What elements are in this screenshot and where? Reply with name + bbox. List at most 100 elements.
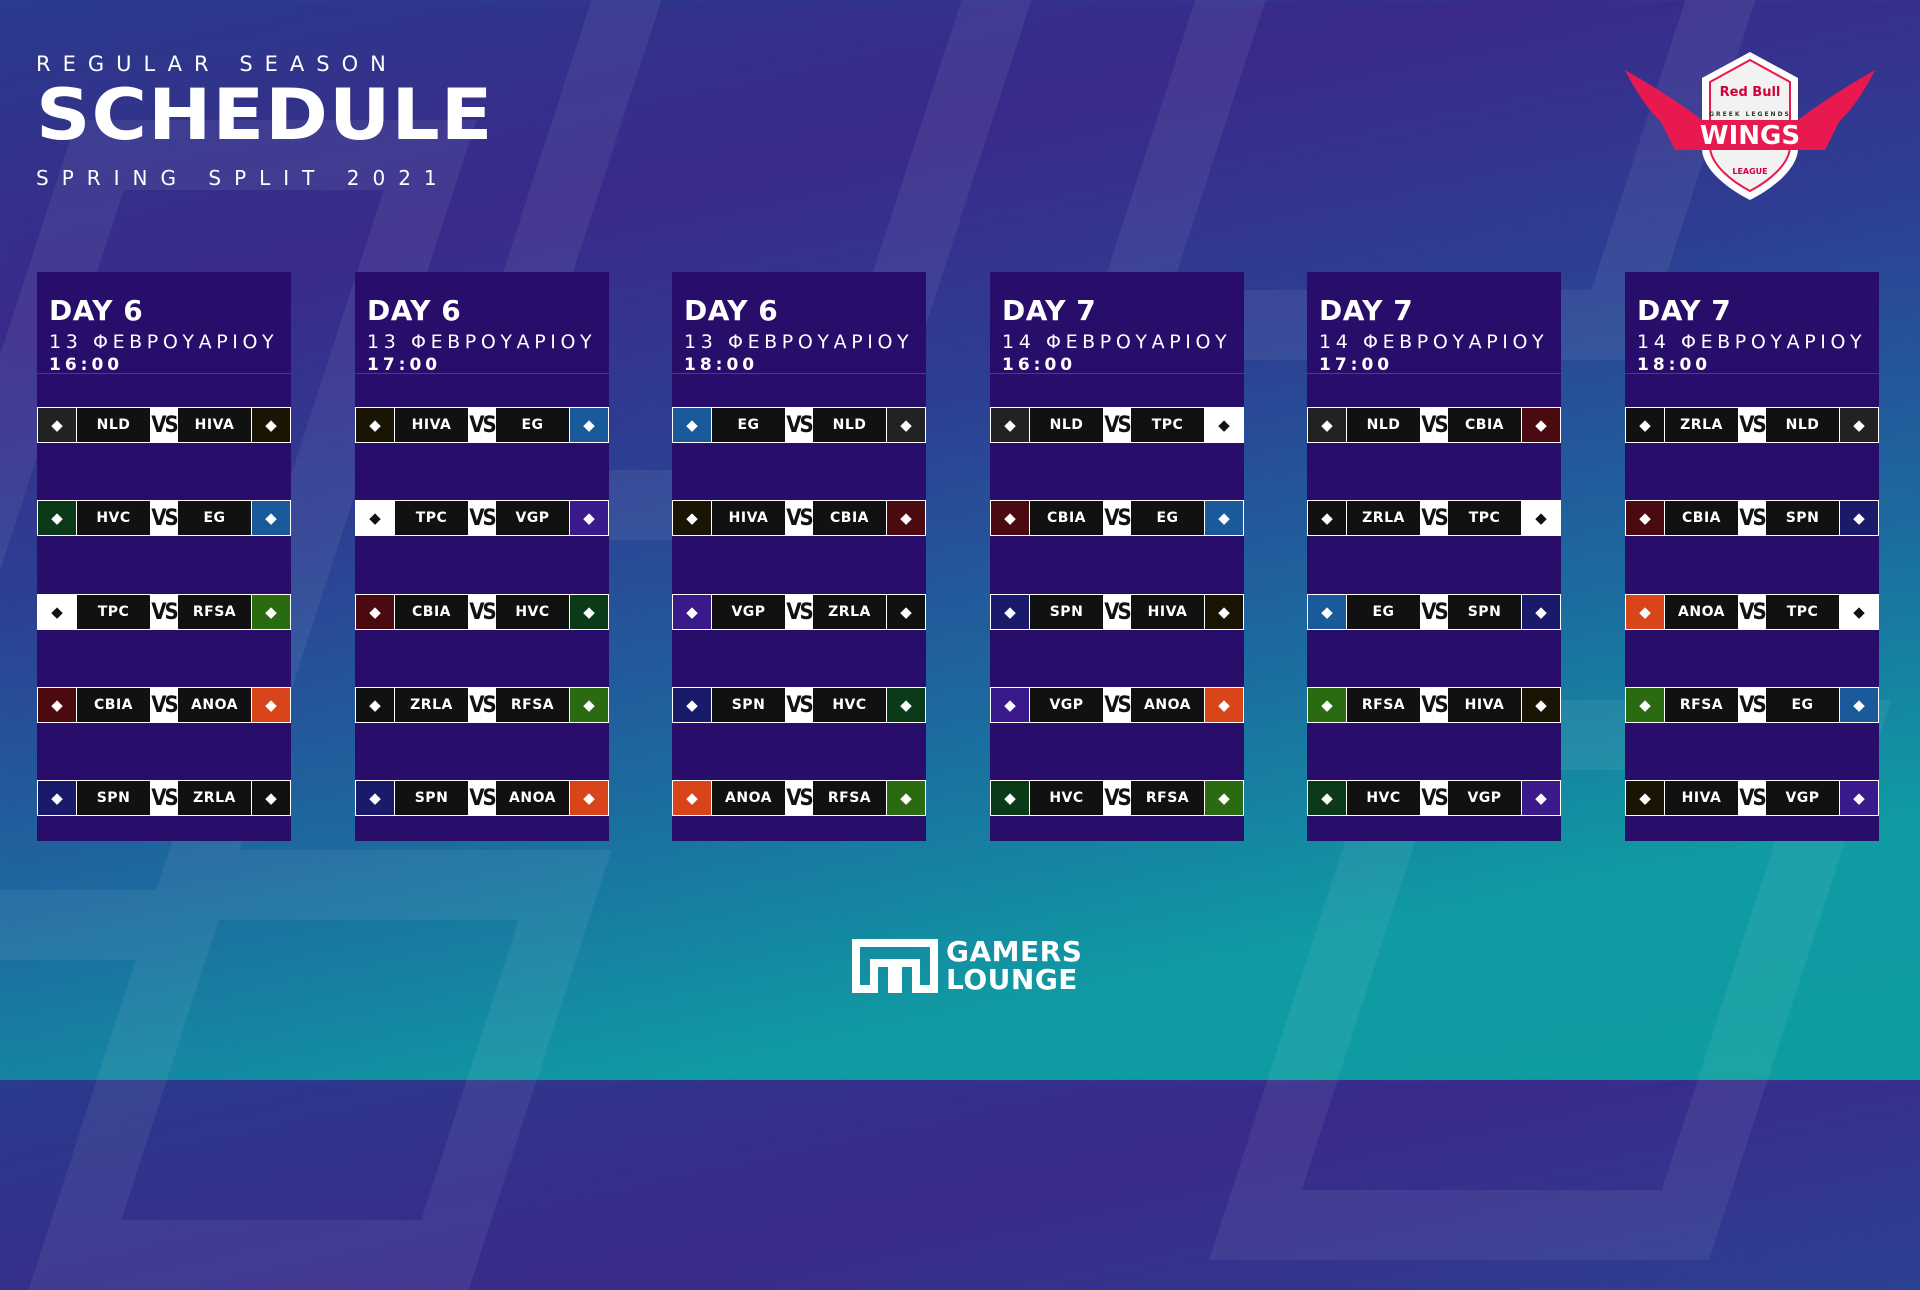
team-logo-eg-icon: ◆ — [672, 407, 712, 443]
match-row: ◆ CBIA VS HVC ◆ — [355, 594, 609, 630]
away-team-name: EG — [1131, 501, 1204, 535]
vs-label: VS — [468, 500, 497, 536]
match-row: ◆ CBIA VS EG ◆ — [990, 500, 1244, 536]
team-logo-vgp-icon: ◆ — [569, 500, 609, 536]
match-row: ◆ TPC VS VGP ◆ — [355, 500, 609, 536]
away-team-name: SPN — [1766, 501, 1839, 535]
match-row: ◆ HIVA VS VGP ◆ — [1625, 780, 1879, 816]
home-team-name: CBIA — [395, 595, 468, 629]
vs-label: VS — [1103, 500, 1132, 536]
team-logo-cbia-icon: ◆ — [355, 594, 395, 630]
team-logo-vgp-icon: ◆ — [672, 594, 712, 630]
match-row: ◆ EG VS NLD ◆ — [672, 407, 926, 443]
match-row: ◆ HIVA VS CBIA ◆ — [672, 500, 926, 536]
schedule-column: DAY 7 14 ΦΕΒΡΟΥΑΡΙΟΥ 17:00 ◆ NLD VS CBIA ◆ ◆ ZRLA… — [1307, 272, 1561, 841]
home-team-name: RFSA — [1347, 688, 1420, 722]
home-team-name: HIVA — [712, 501, 785, 535]
vs-label: VS — [1420, 687, 1449, 723]
match-row: ◆ HVC VS RFSA ◆ — [990, 780, 1244, 816]
column-day: DAY 6 — [684, 294, 779, 327]
home-team-name: TPC — [395, 501, 468, 535]
team-logo-rfsa-icon: ◆ — [251, 594, 291, 630]
home-team-name: ANOA — [1665, 595, 1738, 629]
away-team-name: TPC — [1448, 501, 1521, 535]
away-team-name: ZRLA — [178, 781, 251, 815]
home-team-name: ZRLA — [1665, 408, 1738, 442]
vs-label: VS — [1103, 780, 1132, 816]
team-logo-rfsa-icon: ◆ — [886, 780, 926, 816]
home-team-name: ZRLA — [1347, 501, 1420, 535]
away-team-name: TPC — [1131, 408, 1204, 442]
header-subtitle: SPRING SPLIT 2021 — [36, 166, 450, 190]
away-team-name: NLD — [1766, 408, 1839, 442]
team-logo-hiva-icon: ◆ — [355, 407, 395, 443]
team-logo-hvc-icon: ◆ — [569, 594, 609, 630]
team-logo-nld-icon: ◆ — [1307, 407, 1347, 443]
team-logo-hvc-icon: ◆ — [1307, 780, 1347, 816]
away-team-name: ANOA — [1131, 688, 1204, 722]
match-row: ◆ NLD VS TPC ◆ — [990, 407, 1244, 443]
vs-label: VS — [150, 407, 179, 443]
column-day: DAY 7 — [1002, 294, 1097, 327]
home-team-name: CBIA — [1665, 501, 1738, 535]
gamers-lounge-mark-icon — [852, 939, 938, 993]
team-logo-spn-icon: ◆ — [1521, 594, 1561, 630]
home-team-name: SPN — [395, 781, 468, 815]
column-date: 13 ΦΕΒΡΟΥΑΡΙΟΥ — [684, 331, 914, 353]
page-header: REGULAR SEASON SCHEDULE SPRING SPLIT 202… — [36, 52, 492, 190]
away-team-name: ANOA — [178, 688, 251, 722]
match-row: ◆ CBIA VS SPN ◆ — [1625, 500, 1879, 536]
team-logo-spn-icon: ◆ — [37, 780, 77, 816]
vs-label: VS — [150, 594, 179, 630]
match-row: ◆ ANOA VS RFSA ◆ — [672, 780, 926, 816]
match-row: ◆ RFSA VS EG ◆ — [1625, 687, 1879, 723]
team-logo-zrla-icon: ◆ — [251, 780, 291, 816]
vs-label: VS — [1420, 594, 1449, 630]
team-logo-zrla-icon: ◆ — [1625, 407, 1665, 443]
team-logo-rfsa-icon: ◆ — [1307, 687, 1347, 723]
team-logo-hvc-icon: ◆ — [990, 780, 1030, 816]
sponsor-line-2: LOUNGE — [946, 963, 1078, 996]
vs-label: VS — [468, 407, 497, 443]
away-team-name: CBIA — [1448, 408, 1521, 442]
match-row: ◆ TPC VS RFSA ◆ — [37, 594, 291, 630]
column-date: 13 ΦΕΒΡΟΥΑΡΙΟΥ — [367, 331, 597, 353]
team-logo-eg-icon: ◆ — [569, 407, 609, 443]
column-header: DAY 7 14 ΦΕΒΡΟΥΑΡΙΟΥ 17:00 — [1307, 272, 1561, 375]
team-logo-tpc-icon: ◆ — [1839, 594, 1879, 630]
match-row: ◆ HVC VS EG ◆ — [37, 500, 291, 536]
home-team-name: EG — [712, 408, 785, 442]
vs-label: VS — [150, 500, 179, 536]
team-logo-tpc-icon: ◆ — [37, 594, 77, 630]
team-logo-hvc-icon: ◆ — [37, 500, 77, 536]
away-team-name: VGP — [1766, 781, 1839, 815]
home-team-name: HVC — [1030, 781, 1103, 815]
schedule-column: DAY 7 14 ΦΕΒΡΟΥΑΡΙΟΥ 16:00 ◆ NLD VS TPC ◆ ◆ CBIA V… — [990, 272, 1244, 841]
vs-label: VS — [468, 687, 497, 723]
column-time: 18:00 — [684, 355, 759, 375]
column-header: DAY 7 14 ΦΕΒΡΟΥΑΡΙΟΥ 18:00 — [1625, 272, 1879, 375]
column-time: 16:00 — [49, 355, 124, 375]
svg-text:WINGS: WINGS — [1700, 121, 1800, 151]
vs-label: VS — [1738, 687, 1767, 723]
column-time: 16:00 — [1002, 355, 1077, 375]
vs-label: VS — [1738, 780, 1767, 816]
header-kicker: REGULAR SEASON — [36, 52, 398, 76]
team-logo-hiva-icon: ◆ — [672, 500, 712, 536]
vs-label: VS — [1103, 687, 1132, 723]
away-team-name: HIVA — [178, 408, 251, 442]
schedule-column: DAY 6 13 ΦΕΒΡΟΥΑΡΙΟΥ 18:00 ◆ EG VS NLD ◆ ◆ HIVA VS… — [672, 272, 926, 841]
away-team-name: EG — [178, 501, 251, 535]
match-row: ◆ SPN VS ANOA ◆ — [355, 780, 609, 816]
column-day: DAY 6 — [367, 294, 462, 327]
vs-label: VS — [150, 780, 179, 816]
team-logo-hiva-icon: ◆ — [1521, 687, 1561, 723]
home-team-name: HIVA — [1665, 781, 1738, 815]
away-team-name: HVC — [496, 595, 569, 629]
team-logo-anoa-icon: ◆ — [569, 780, 609, 816]
away-team-name: RFSA — [1131, 781, 1204, 815]
match-row: ◆ RFSA VS HIVA ◆ — [1307, 687, 1561, 723]
schedule-column: DAY 6 13 ΦΕΒΡΟΥΑΡΙΟΥ 17:00 ◆ HIVA VS EG ◆ ◆ TPC VS… — [355, 272, 609, 841]
column-header: DAY 7 14 ΦΕΒΡΟΥΑΡΙΟΥ 16:00 — [990, 272, 1244, 375]
team-logo-anoa-icon: ◆ — [251, 687, 291, 723]
